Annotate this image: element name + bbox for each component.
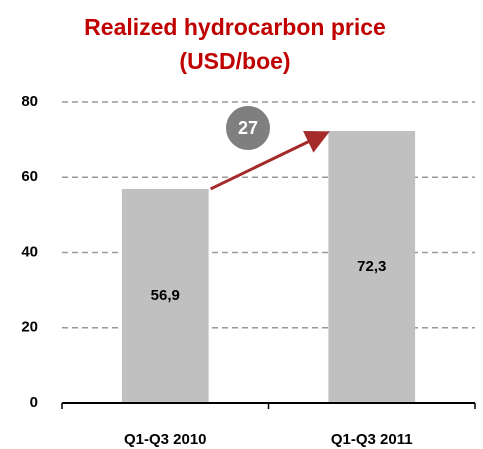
x-tick-label: Q1-Q3 2011 <box>331 431 413 448</box>
value-label: 72,3 <box>357 258 386 275</box>
growth-arrow <box>209 130 330 191</box>
annotation-badge <box>226 106 270 150</box>
chart-title: Realized hydrocarbon price (USD/boe) <box>84 14 386 74</box>
y-tick-label: 60 <box>21 168 38 185</box>
bar <box>328 130 416 403</box>
bar <box>121 188 209 403</box>
y-tick-label: 0 <box>30 394 38 411</box>
x-tick-label: Q1-Q3 2010 <box>124 431 207 448</box>
y-tick-label: 20 <box>21 319 38 336</box>
y-tick-label: 80 <box>21 93 38 110</box>
annotation: 27 <box>238 118 258 138</box>
y-tick-label: 40 <box>21 243 38 260</box>
value-label: 56,9 <box>151 287 180 304</box>
